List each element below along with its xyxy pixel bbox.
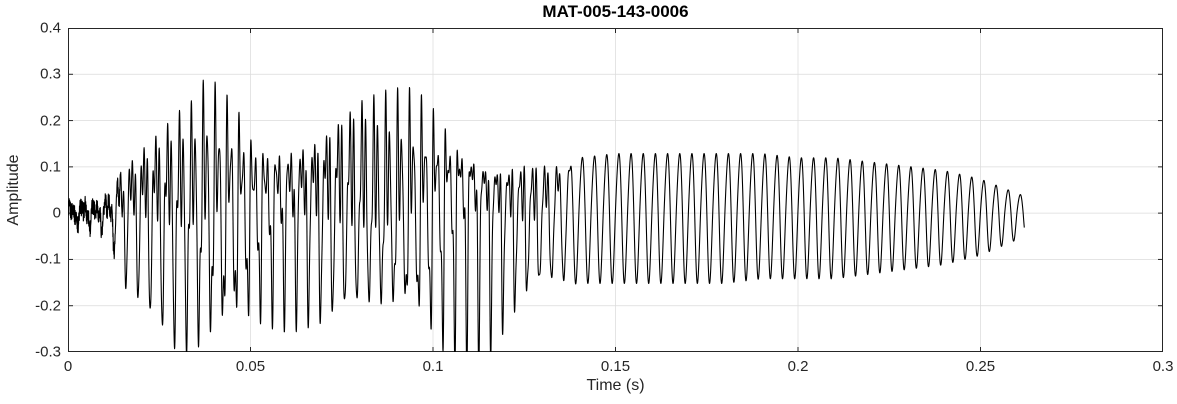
plot-canvas [68, 28, 1163, 352]
x-tick-label: 0.15 [600, 358, 631, 375]
y-tick-label: -0.1 [35, 250, 61, 268]
x-tick-label: 0.1 [422, 358, 444, 375]
x-tick-label: 0.2 [787, 358, 809, 375]
chart-title: MAT-005-143-0006 [542, 2, 689, 21]
y-tick-label: 0.3 [40, 65, 61, 83]
y-tick-label: -0.3 [35, 343, 61, 361]
y-tick-label: 0 [52, 204, 61, 222]
x-tick-label: 0 [63, 358, 73, 375]
y-tick-label: -0.2 [35, 297, 61, 315]
x-tick-label: 0.3 [1152, 358, 1174, 375]
x-tick-label: 0.25 [965, 358, 996, 375]
x-axis-label: Time (s) [586, 377, 645, 394]
x-tick-label: 0.05 [235, 358, 266, 375]
y-tick-label: 0.2 [40, 112, 61, 130]
y-tick-label: 0.1 [40, 158, 61, 176]
y-axis-label: Amplitude [5, 154, 22, 226]
y-tick-label: 0.4 [40, 19, 61, 37]
